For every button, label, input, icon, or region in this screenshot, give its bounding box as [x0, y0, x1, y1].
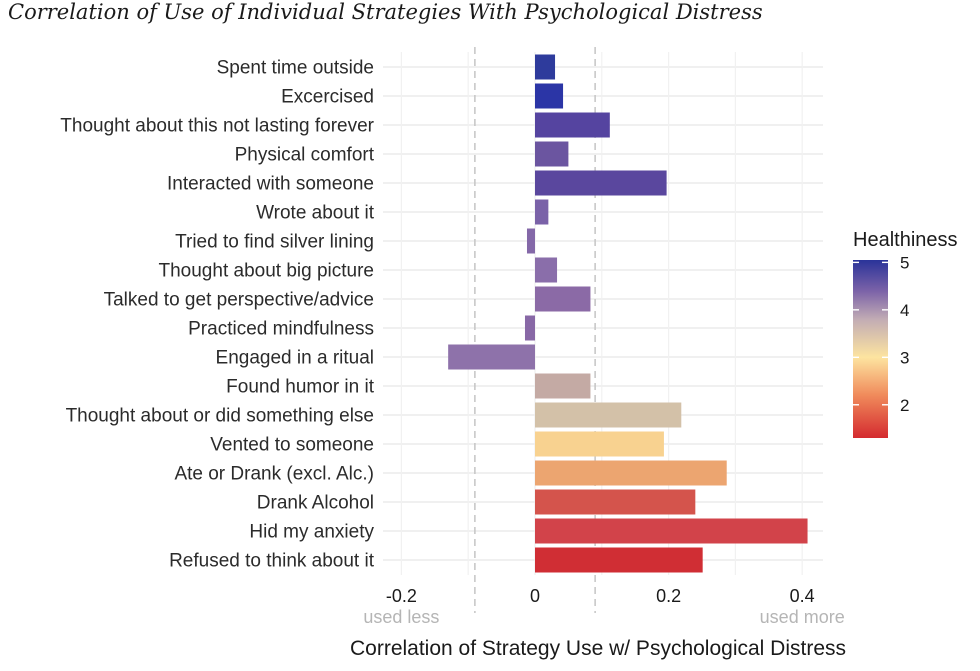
legend-tick-label: 5 — [900, 253, 909, 272]
bar — [526, 228, 535, 254]
bar — [535, 257, 558, 283]
category-label: Engaged in a ritual — [216, 348, 374, 369]
category-label: Found humor in it — [226, 377, 375, 398]
bar — [535, 141, 569, 167]
bar — [535, 460, 727, 486]
annotations: used less used more — [363, 607, 844, 627]
category-label: Thought about this not lasting forever — [60, 116, 374, 137]
category-label: Physical comfort — [235, 145, 375, 166]
bar — [535, 112, 610, 138]
category-label: Ate or Drank (excl. Alc.) — [174, 464, 374, 485]
x-tick-label: 0 — [530, 586, 540, 606]
category-label: Talked to get perspective/advice — [104, 290, 374, 311]
annotation: used less — [363, 607, 439, 627]
category-label: Vented to someone — [210, 435, 374, 456]
legend: Healthiness 2 3 4 5 — [853, 229, 958, 438]
bar — [535, 199, 549, 225]
category-label: Wrote about it — [256, 203, 375, 224]
bar — [524, 315, 535, 341]
category-label: Spent time outside — [217, 58, 374, 79]
x-axis-title: Correlation of Strategy Use w/ Psycholog… — [350, 637, 846, 660]
chart-title: Correlation of Use of Individual Strateg… — [8, 0, 763, 24]
annotation: used more — [760, 607, 845, 627]
bar-layer — [448, 54, 808, 573]
bar — [535, 547, 703, 573]
x-tick-label: -0.2 — [386, 586, 417, 606]
category-label: Practiced mindfulness — [188, 319, 374, 340]
category-label: Hid my anxiety — [249, 522, 374, 543]
category-label: Drank Alcohol — [257, 493, 374, 514]
x-axis-ticks: -0.2 0 0.2 0.4 — [386, 586, 815, 606]
x-tick-label: 0.2 — [656, 586, 681, 606]
category-label: Refused to think about it — [169, 551, 375, 572]
bar — [535, 489, 696, 515]
bar — [535, 170, 667, 196]
category-label: Thought about big picture — [159, 261, 375, 282]
bar — [535, 83, 564, 109]
legend-tick-label: 4 — [900, 301, 909, 320]
legend-tick-label: 3 — [900, 348, 909, 367]
bar — [535, 373, 591, 399]
category-label: Tried to find silver lining — [175, 232, 374, 253]
legend-tick-label: 2 — [900, 396, 909, 415]
legend-colorbar — [853, 260, 888, 438]
bar — [448, 344, 535, 370]
x-tick-label: 0.4 — [790, 586, 815, 606]
category-labels: Spent time outside Excercised Thought abou… — [60, 58, 374, 572]
legend-ticks: 2 3 4 5 — [853, 253, 909, 415]
category-label: Interacted with someone — [167, 174, 374, 195]
bar — [535, 286, 591, 312]
category-label: Thought about or did something else — [66, 406, 374, 427]
bar — [535, 54, 556, 80]
category-label: Excercised — [281, 87, 374, 108]
bar — [535, 402, 682, 428]
bar — [535, 431, 664, 457]
bar — [535, 518, 808, 544]
legend-title: Healthiness — [853, 229, 958, 251]
